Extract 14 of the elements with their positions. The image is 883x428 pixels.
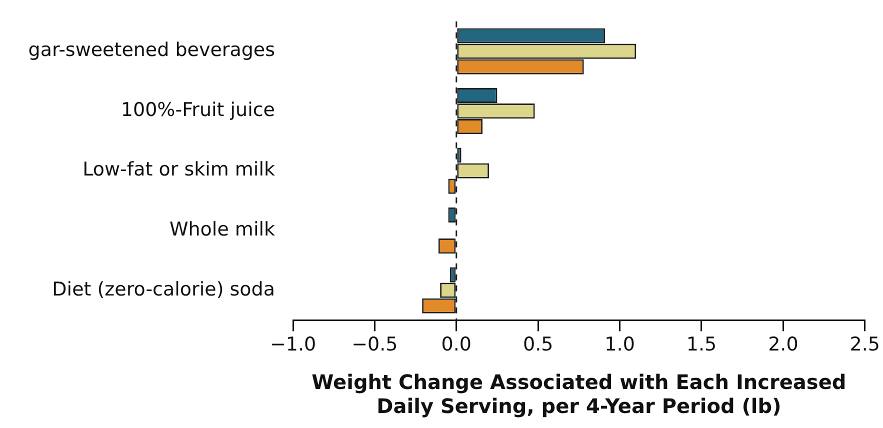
x-axis-title: Weight Change Associated with Each Increased Daily Serving, per 4-Year Period (lb) <box>312 370 846 418</box>
y-tick-label: 100%-Fruit juice <box>120 98 275 121</box>
y-tick-label: Whole milk <box>169 218 275 240</box>
x-tick-label: 1.5 <box>686 334 717 356</box>
x-tick-label: 0.0 <box>441 334 472 356</box>
x-tick-label: 2.0 <box>768 334 798 356</box>
y-tick-label: Low-fat or skim milk <box>82 158 275 181</box>
x-tick-label: 1.0 <box>604 334 635 356</box>
y-tick-label: gar-sweetened beverages <box>28 39 275 62</box>
x-tick-label: 2.5 <box>850 334 880 356</box>
x-tick-label: −0.5 <box>352 334 398 356</box>
y-tick-label: Diet (zero-calorie) soda <box>52 278 275 300</box>
x-tick-label: 0.5 <box>522 334 554 356</box>
x-tick-label: −1.0 <box>270 334 316 356</box>
